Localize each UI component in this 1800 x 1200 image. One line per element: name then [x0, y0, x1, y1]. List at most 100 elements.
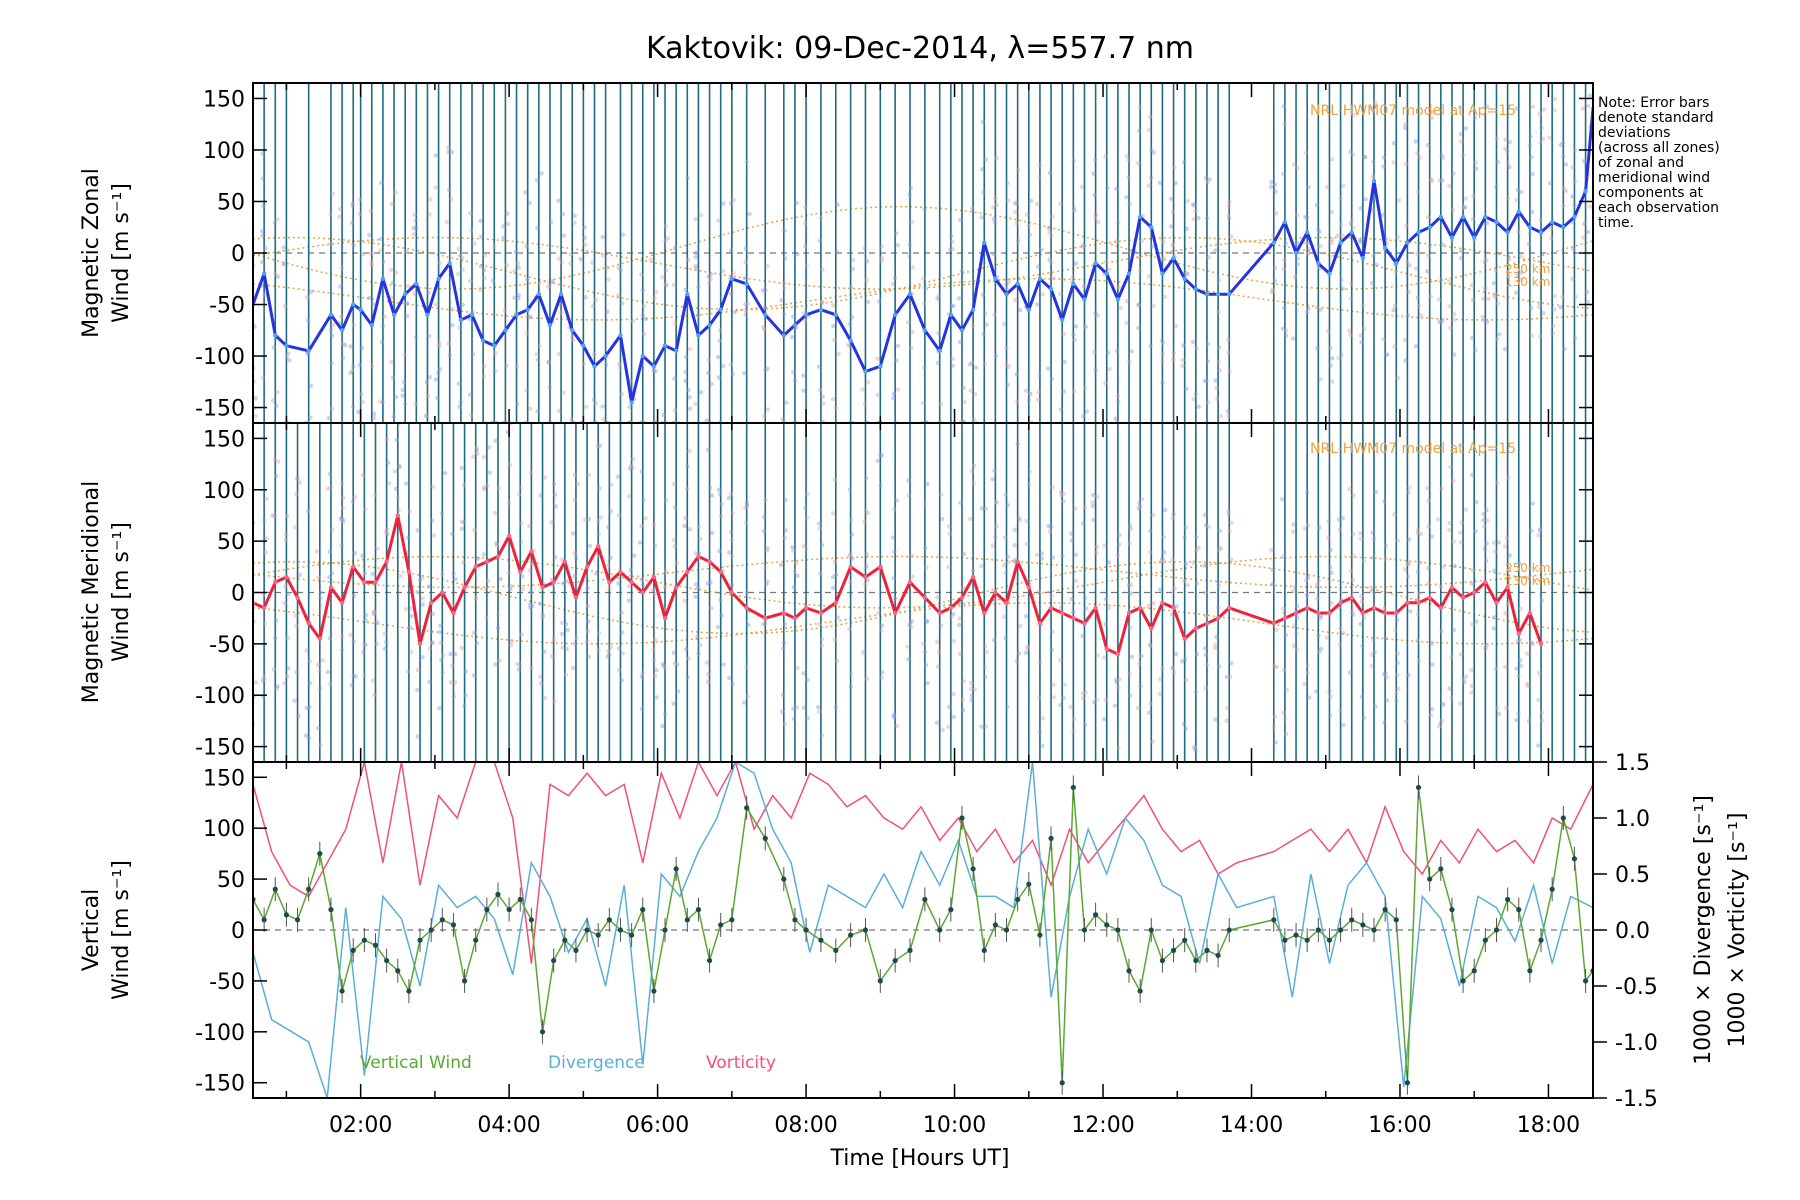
- zone-point: [1103, 259, 1109, 264]
- zone-point: [639, 524, 644, 529]
- zone-point: [1351, 493, 1356, 498]
- zone-point: [1462, 205, 1468, 210]
- zone-point: [1082, 324, 1088, 330]
- zone-point: [935, 595, 940, 600]
- meridional-wind-point: [1149, 626, 1154, 631]
- zonal-wind-point: [1204, 292, 1210, 297]
- zone-point: [371, 415, 376, 421]
- zone-point: [961, 385, 966, 390]
- zone-point: [801, 544, 806, 549]
- zone-point: [1047, 170, 1053, 176]
- zone-point: [1270, 567, 1275, 572]
- zone-point: [1306, 185, 1311, 190]
- zone-point: [1137, 104, 1142, 110]
- zone-point: [760, 288, 766, 293]
- zone-point: [1494, 706, 1500, 711]
- zone-point: [1494, 136, 1499, 142]
- zone-point: [805, 491, 810, 497]
- zone-point: [353, 674, 358, 679]
- zone-point: [317, 668, 322, 674]
- zone-point: [879, 255, 885, 260]
- zone-point: [781, 311, 787, 317]
- zone-point: [540, 613, 546, 618]
- zone-point: [493, 662, 498, 667]
- zone-point: [415, 687, 420, 693]
- y-tick-label: -100: [195, 345, 245, 370]
- zone-point: [922, 207, 928, 212]
- zone-point: [616, 581, 621, 586]
- zone-point: [879, 623, 885, 628]
- zone-point: [653, 369, 658, 374]
- zone-point: [1224, 706, 1230, 711]
- zone-point: [1203, 523, 1209, 528]
- zone-point: [1585, 229, 1591, 235]
- zone-point: [709, 530, 715, 536]
- vertical-wind-point: [1070, 784, 1076, 791]
- zone-point: [1361, 559, 1366, 564]
- zone-point: [1026, 223, 1031, 229]
- zone-point: [1351, 553, 1356, 559]
- zone-point: [481, 552, 487, 557]
- zone-point: [1338, 708, 1343, 713]
- zone-point: [1093, 368, 1098, 373]
- meridional-wind-point: [792, 615, 798, 621]
- meridional-wind-point: [662, 615, 668, 621]
- zone-point: [982, 674, 988, 680]
- zone-point: [803, 221, 808, 226]
- zone-point: [832, 559, 838, 564]
- zone-point: [721, 201, 726, 206]
- zone-point: [1316, 578, 1321, 583]
- zone-point: [430, 518, 435, 523]
- zone-point: [817, 622, 823, 627]
- model-curve: [253, 236, 1593, 311]
- zone-point: [316, 575, 321, 580]
- zonal-wind-point: [1394, 261, 1399, 266]
- zone-point: [654, 668, 659, 673]
- zone-point: [979, 166, 985, 172]
- zone-point: [1003, 492, 1008, 498]
- zone-point: [370, 571, 375, 577]
- y-tick-label: -100: [195, 684, 245, 709]
- zone-point: [671, 481, 677, 487]
- zone-point: [437, 706, 442, 711]
- zone-point: [585, 603, 591, 609]
- meridional-wind-point: [261, 605, 267, 611]
- zone-point: [1124, 195, 1129, 200]
- zone-point: [1496, 711, 1502, 717]
- zone-point: [470, 352, 476, 357]
- zone-point: [1138, 504, 1143, 509]
- meridional-wind-point: [629, 580, 634, 585]
- zone-point: [1371, 536, 1377, 541]
- zone-point: [540, 614, 546, 619]
- zone-point: [1368, 105, 1374, 111]
- zone-point: [1034, 302, 1040, 307]
- zone-point: [1314, 689, 1319, 694]
- zonal-wind-point: [570, 328, 575, 333]
- zone-point: [330, 191, 336, 196]
- zone-point: [1459, 139, 1464, 144]
- zonal-wind-point: [603, 353, 608, 359]
- zone-point: [517, 492, 522, 497]
- zone-point: [1017, 517, 1023, 523]
- zone-point: [982, 362, 988, 367]
- zone-point: [1350, 152, 1356, 157]
- zone-point: [630, 465, 635, 470]
- zone-point: [763, 497, 768, 503]
- zone-point: [1495, 159, 1501, 165]
- zone-point: [781, 640, 787, 646]
- zone-point: [1305, 662, 1310, 668]
- zone-point: [1336, 517, 1342, 522]
- zone-point: [894, 498, 900, 503]
- zone-point: [305, 295, 310, 300]
- zone-point: [318, 742, 323, 748]
- zone-point: [1469, 668, 1474, 673]
- zone-point: [553, 554, 558, 560]
- zone-point: [631, 553, 637, 558]
- zone-point: [1203, 175, 1209, 180]
- zone-point: [1161, 239, 1166, 245]
- zone-point: [782, 535, 788, 541]
- zone-point: [1451, 539, 1456, 544]
- zonal-wind-point: [1505, 230, 1510, 235]
- zonal-wind-point: [818, 307, 824, 312]
